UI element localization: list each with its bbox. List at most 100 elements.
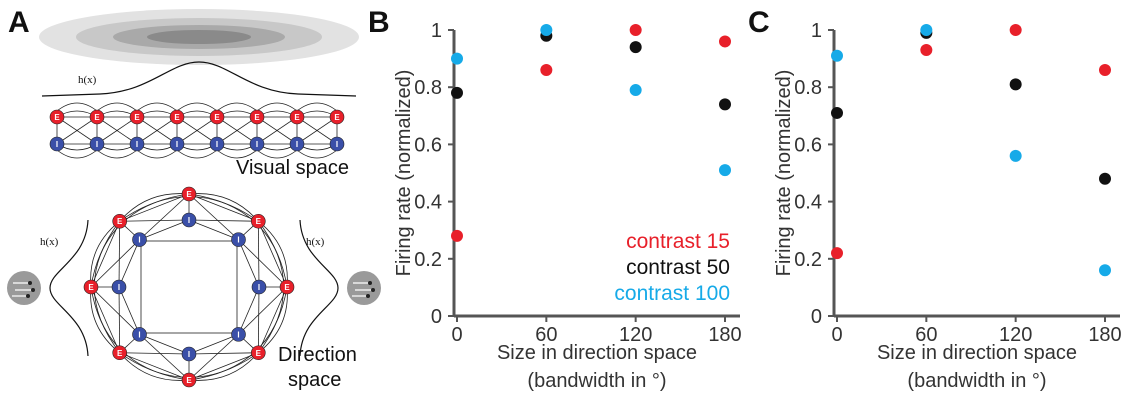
direction-space-label-1: Direction (278, 344, 357, 366)
excitatory-node-label: E (294, 113, 300, 122)
y-tick-label: 0.2 (794, 249, 822, 271)
data-point-contrast-15 (629, 24, 642, 36)
hx-label-left: h(x) (40, 236, 59, 248)
inhibitory-node-label: I (258, 283, 260, 292)
data-point-contrast-100 (920, 24, 933, 36)
excitatory-node (181, 186, 197, 202)
excitatory-node-label: E (214, 113, 220, 122)
excitatory-node-label: E (284, 283, 290, 292)
inhibitory-node (231, 327, 246, 342)
y-tick-label: 0.6 (794, 134, 822, 156)
data-point-contrast-50 (719, 98, 731, 111)
direction-space-network: E E E E E E E E I I I I I I I I (83, 186, 295, 388)
inhibitory-node (231, 232, 246, 247)
x-tick-label: 120 (999, 324, 1032, 346)
inhibitory-node (249, 136, 265, 152)
x-axis-label-c-line1: Size in direction space (877, 342, 1077, 364)
x-ticks-c: 0 60 120 180 (831, 316, 1122, 346)
excitatory-node (249, 109, 265, 125)
data-point-contrast-100 (629, 84, 642, 97)
x-tick-label: 180 (1088, 324, 1121, 346)
x-tick-label: 60 (915, 324, 937, 346)
points-c (831, 24, 1111, 277)
y-tick-label: 1 (431, 20, 442, 42)
excitatory-node (250, 345, 266, 361)
excitatory-node-label: E (134, 113, 140, 122)
data-point-contrast-15 (1009, 24, 1022, 36)
inhibitory-node (251, 279, 267, 295)
inhibitory-node (329, 136, 345, 152)
inhibitory-node (111, 279, 127, 295)
excitatory-node-label: E (254, 113, 260, 122)
inhibitory-node-label: I (216, 140, 218, 149)
x-tick-label: 120 (619, 324, 652, 346)
hx-label-top: h(x) (78, 74, 97, 86)
excitatory-node (83, 279, 99, 295)
gaussian-curve-top (41, 61, 357, 97)
points-b (451, 24, 731, 242)
inhibitory-node-label: I (256, 140, 258, 149)
x-axis-label-b-line1: Size in direction space (497, 342, 697, 364)
legend-b: contrast 15 contrast 50 contrast 100 (614, 230, 730, 305)
inhibitory-node-label: I (237, 236, 239, 245)
inhibitory-node (89, 136, 105, 152)
y-ticks-b: 0 0.2 0.4 0.6 0.8 1 (414, 20, 454, 328)
y-tick-label: 0 (811, 306, 822, 328)
inhibitory-node (209, 136, 225, 152)
data-point-contrast-50 (1099, 172, 1111, 185)
y-tick-label: 0.8 (794, 77, 822, 99)
excitatory-node (279, 279, 295, 295)
motion-stimulus-icon-right (347, 271, 381, 305)
inhibitory-node-label: I (176, 140, 178, 149)
excitatory-node (250, 213, 266, 229)
inhibitory-node (289, 136, 305, 152)
data-point-contrast-15 (920, 44, 933, 57)
data-point-contrast-100 (540, 24, 553, 36)
direction-space-label-2: space (288, 369, 341, 391)
inhibitory-node (49, 136, 65, 152)
excitatory-node-label: E (174, 113, 180, 122)
y-tick-label: 0.8 (414, 77, 442, 99)
inhibitory-node-label: I (138, 330, 140, 339)
inhibitory-node-label: I (136, 140, 138, 149)
y-ticks-c: 0 0.2 0.4 0.6 0.8 1 (794, 20, 834, 328)
inhibitory-node-label: I (336, 140, 338, 149)
inhibitory-node-label: I (96, 140, 98, 149)
x-ticks-b: 0 60 120 180 (451, 316, 742, 346)
y-tick-label: 0.4 (794, 192, 822, 214)
y-axis-label-b: Firing rate (normalized) (393, 70, 415, 277)
excitatory-node (209, 109, 225, 125)
inhibitory-node (132, 327, 147, 342)
data-point-contrast-100 (1099, 264, 1111, 277)
excitatory-node (129, 109, 145, 125)
data-point-contrast-15 (1099, 64, 1111, 77)
excitatory-node-label: E (256, 217, 262, 226)
x-axis-label-b-line2: (bandwidth in °) (527, 370, 666, 392)
data-point-contrast-50 (629, 41, 642, 54)
inhibitory-node (129, 136, 145, 152)
excitatory-node-label: E (117, 217, 123, 226)
data-point-contrast-15 (451, 229, 463, 242)
excitatory-node-label: E (334, 113, 340, 122)
data-point-contrast-100 (451, 52, 463, 65)
inhibitory-node (181, 346, 197, 362)
data-point-contrast-50 (1009, 78, 1022, 91)
panel-letter-a: A (8, 6, 30, 39)
data-point-contrast-50 (451, 86, 463, 99)
legend-entry-contrast-50: contrast 50 (626, 256, 730, 279)
inhibitory-node-label: I (237, 330, 239, 339)
excitatory-node-label: E (186, 190, 192, 199)
y-tick-label: 0 (431, 306, 442, 328)
hx-label-right: h(x) (306, 236, 325, 248)
x-tick-label: 60 (535, 324, 557, 346)
y-axis-label-c: Firing rate (normalized) (773, 70, 795, 277)
y-tick-label: 0.4 (414, 192, 442, 214)
data-point-contrast-100 (831, 49, 843, 62)
x-tick-label: 180 (708, 324, 741, 346)
excitatory-node (49, 109, 65, 125)
x-tick-label: 0 (451, 324, 462, 346)
excitatory-node-label: E (94, 113, 100, 122)
visual-space-label: Visual space (236, 157, 349, 179)
y-tick-label: 0.6 (414, 134, 442, 156)
